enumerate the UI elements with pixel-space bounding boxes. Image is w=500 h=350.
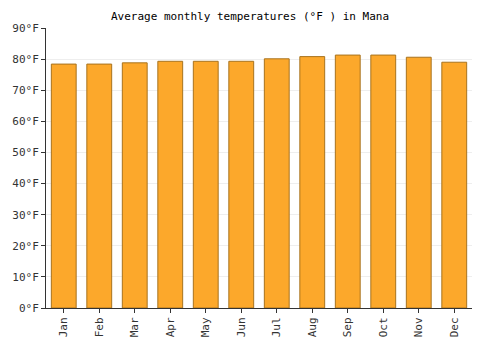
svg-text:May: May: [199, 317, 212, 337]
svg-text:Mar: Mar: [128, 317, 141, 337]
svg-text:30°F: 30°F: [12, 209, 39, 222]
svg-text:Jul: Jul: [270, 317, 283, 337]
svg-text:Oct: Oct: [377, 317, 390, 337]
svg-text:Sep: Sep: [341, 317, 354, 337]
svg-text:70°F: 70°F: [12, 84, 39, 97]
svg-text:Average monthly temperatures (: Average monthly temperatures (°F ) in Ma…: [111, 10, 389, 23]
svg-text:Apr: Apr: [164, 317, 177, 337]
svg-text:60°F: 60°F: [12, 115, 39, 128]
svg-text:40°F: 40°F: [12, 177, 39, 190]
svg-text:Jan: Jan: [57, 317, 70, 337]
svg-text:Jun: Jun: [235, 317, 248, 337]
svg-text:50°F: 50°F: [12, 146, 39, 159]
svg-text:Dec: Dec: [448, 317, 461, 337]
svg-text:20°F: 20°F: [12, 240, 39, 253]
svg-text:90°F: 90°F: [12, 22, 39, 35]
svg-text:10°F: 10°F: [12, 271, 39, 284]
svg-text:80°F: 80°F: [12, 53, 39, 66]
svg-text:Nov: Nov: [412, 317, 425, 337]
svg-text:0°F: 0°F: [19, 302, 39, 315]
svg-text:Feb: Feb: [93, 317, 106, 337]
svg-text:Aug: Aug: [306, 317, 319, 337]
